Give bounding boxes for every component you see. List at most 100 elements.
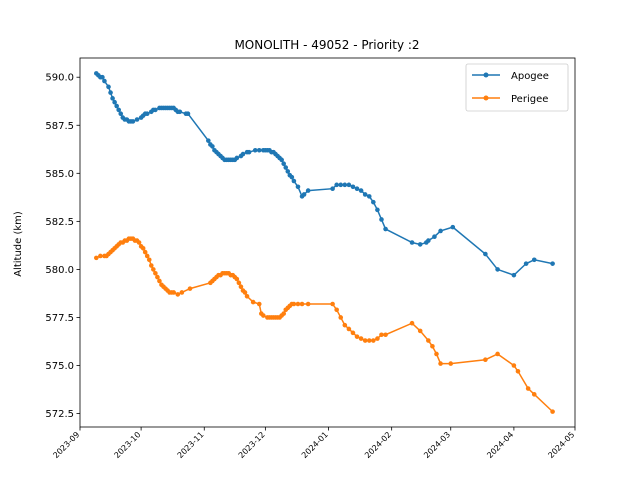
perigee-data-point — [515, 368, 521, 374]
perigee-data-point — [238, 284, 244, 290]
perigee-data-point — [187, 286, 193, 291]
x-tick-label: 2024-01 — [300, 430, 330, 460]
perigee-data-point — [291, 301, 297, 307]
apogee-data-point — [283, 165, 289, 170]
perigee-data-point — [350, 330, 356, 336]
apogee-data-point — [342, 182, 348, 188]
apogee-data-point — [371, 199, 376, 205]
x-tick-label: 2023-09 — [51, 430, 81, 460]
perigee-data-point — [434, 351, 439, 357]
perigee-data-point — [98, 253, 103, 259]
y-tick-label: 575.0 — [45, 361, 74, 372]
perigee-data-point — [375, 336, 380, 341]
legend-marker-perigee — [483, 95, 489, 101]
perigee-data-point — [531, 392, 537, 397]
x-tick-label: 2024-05 — [546, 430, 576, 460]
perigee-data-point — [236, 280, 242, 286]
y-tick-label: 582.5 — [45, 217, 74, 228]
perigee-data-point — [140, 245, 146, 251]
apogee-data-point — [366, 194, 372, 199]
perigee-data-point — [483, 357, 488, 363]
perigee-data-point — [146, 257, 152, 263]
perigee-data-point — [94, 255, 99, 261]
apogee-data-point — [106, 84, 111, 90]
perigee-data-point — [256, 301, 262, 307]
apogee-data-point — [330, 186, 335, 191]
apogee-data-point — [531, 257, 537, 263]
perigee-data-point — [234, 276, 240, 282]
apogee-data-point — [279, 157, 284, 163]
perigee-data-point — [153, 270, 158, 276]
perigee-data-point — [448, 361, 454, 366]
x-tick-label: 2023-12 — [237, 430, 267, 460]
apogee-data-point — [112, 99, 117, 105]
apogee-data-point — [426, 238, 431, 243]
perigee-data-point — [242, 290, 248, 295]
chart-title: MONOLITH - 49052 - Priority :2 — [234, 38, 419, 52]
perigee-data-point — [342, 322, 348, 328]
y-tick-label: 585.0 — [45, 169, 74, 180]
apogee-data-point — [301, 192, 307, 197]
perigee-data-point — [354, 334, 360, 339]
perigee-data-point — [409, 320, 415, 326]
apogee-data-point — [375, 207, 380, 213]
perigee-data-point — [250, 299, 256, 305]
perigee-data-point — [295, 301, 301, 307]
perigee-data-point — [362, 338, 368, 343]
perigee-data-point — [379, 332, 384, 338]
apogee-data-point — [289, 174, 295, 180]
apogee-data-point — [206, 138, 211, 143]
perigee-data-point — [338, 315, 344, 320]
perigee-data-point — [151, 267, 156, 272]
perigee-data-point — [371, 338, 376, 343]
apogee-data-point — [362, 192, 368, 197]
perigee-data-point — [358, 336, 364, 341]
perigee-data-point — [144, 253, 150, 259]
apogee-data-point — [291, 178, 297, 184]
apogee-data-point — [483, 251, 488, 257]
apogee-data-point — [108, 90, 113, 95]
apogee-data-point — [409, 240, 415, 245]
perigee-data-point — [550, 409, 555, 414]
perigee-data-point — [383, 332, 388, 338]
apogee-data-point — [350, 184, 356, 190]
series-perigee — [94, 236, 555, 414]
apogee-data-point — [354, 186, 360, 191]
apogee-data-point — [153, 107, 158, 113]
legend-label-perigee: Perigee — [511, 94, 548, 105]
plot-area-frame — [79, 57, 576, 428]
apogee-data-point — [295, 184, 301, 190]
apogee-data-point — [438, 228, 443, 234]
legend: Apogee Perigee — [465, 63, 569, 112]
apogee-data-point — [383, 226, 388, 232]
apogee-data-point — [116, 107, 121, 113]
perigee-data-point — [136, 240, 142, 245]
y-tick-label: 580.0 — [45, 265, 74, 276]
apogee-data-point — [550, 261, 555, 266]
apogee-data-point — [102, 78, 107, 84]
apogee-data-point — [210, 144, 215, 149]
apogee-data-point — [134, 117, 140, 122]
perigee-data-point — [155, 274, 160, 280]
apogee-data-point — [523, 261, 529, 266]
perigee-data-point — [299, 301, 305, 307]
axes-layer: 572.5 575.0 577.5 580.0 582.5 585.0 587.5 590.0… — [45, 73, 576, 460]
apogee-data-point — [100, 74, 105, 80]
apogee-data-point — [118, 111, 124, 117]
perigee-data-point — [149, 263, 154, 268]
apogee-data-point — [130, 119, 136, 124]
perigee-data-point — [417, 328, 423, 334]
perigee-data-point — [430, 343, 435, 349]
perigee-data-point — [142, 249, 148, 255]
apogee-data-point — [256, 147, 262, 153]
perigee-data-point — [426, 338, 431, 343]
x-tick-label: 2024-03 — [422, 430, 452, 460]
apogee-data-point — [252, 147, 258, 153]
apogee-data-point — [234, 155, 240, 161]
series-apogee — [94, 71, 555, 278]
apogee-data-point — [338, 182, 344, 188]
perigee-data-point — [244, 294, 250, 299]
apogee-data-point — [417, 242, 423, 247]
perigee-data-point — [305, 301, 311, 307]
perigee-data-point — [157, 278, 162, 284]
